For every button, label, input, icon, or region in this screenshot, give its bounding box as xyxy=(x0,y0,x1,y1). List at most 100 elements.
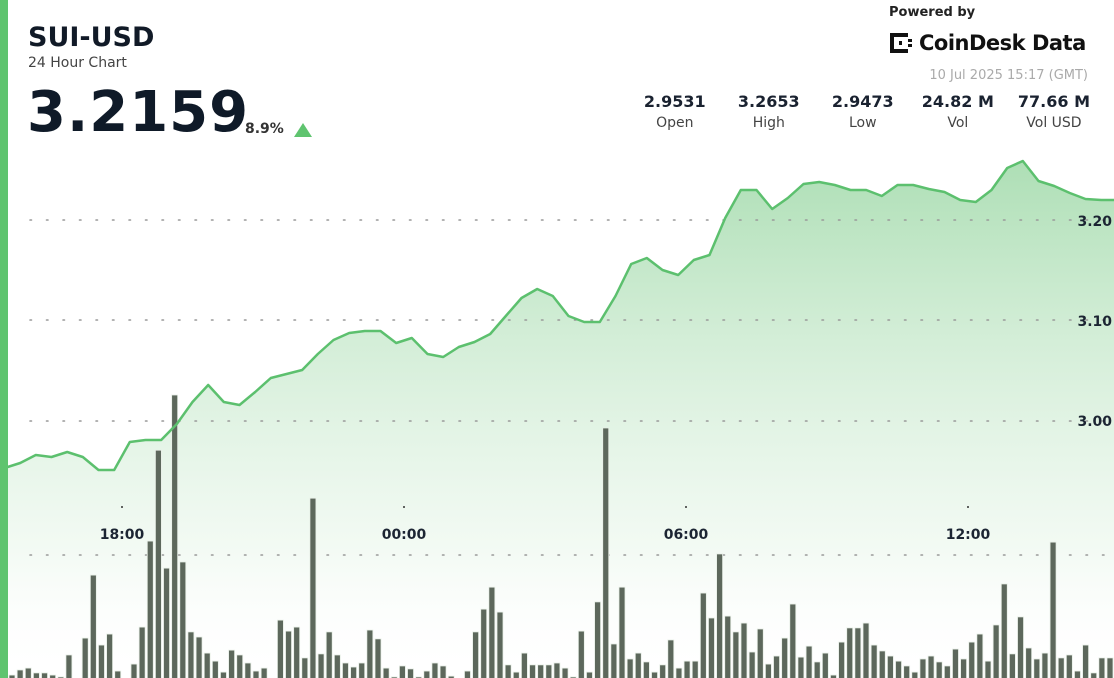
volume-bar xyxy=(260,667,268,678)
volume-bar xyxy=(472,631,480,678)
price-line xyxy=(4,159,1114,472)
volume-bar xyxy=(179,561,187,678)
stat-label: High xyxy=(752,115,785,131)
volume-bar xyxy=(952,648,959,678)
x-tick-mark xyxy=(403,506,405,508)
volume-bar xyxy=(911,671,919,678)
volume-bar xyxy=(1000,583,1008,678)
volume-bar xyxy=(716,553,723,678)
volume-bar xyxy=(1025,647,1033,678)
volume-bar xyxy=(545,664,553,678)
volume-bar xyxy=(1065,654,1073,678)
volume-bar xyxy=(114,670,122,678)
volume-bar xyxy=(781,637,789,678)
volume-bar xyxy=(935,661,943,678)
volume-bar xyxy=(398,665,406,678)
volume-bar xyxy=(366,629,374,678)
volume-bar xyxy=(740,622,748,678)
time-axis: 18:00 00:00 06:00 12:00 xyxy=(100,506,991,543)
volume-bar xyxy=(968,641,976,678)
volume-bar xyxy=(675,667,683,678)
price-area-fill xyxy=(4,161,1114,678)
volume-bar xyxy=(724,615,732,678)
volume-bar xyxy=(252,670,260,678)
stat-value: 2.9473 xyxy=(831,92,894,111)
volume-bar xyxy=(325,631,333,678)
volume-bar xyxy=(228,649,236,678)
volume-bar xyxy=(1082,644,1089,678)
volume-bar xyxy=(24,667,32,678)
volume-bar xyxy=(821,652,829,678)
volume-bar xyxy=(309,497,317,678)
volume-bar xyxy=(464,670,471,678)
price-change: 8.9% xyxy=(245,121,284,137)
volume-bar xyxy=(350,666,358,678)
volume-bar xyxy=(220,671,227,678)
volume-bar xyxy=(57,676,65,678)
brand-name: CoinDesk Data xyxy=(919,31,1086,55)
volume-bar xyxy=(976,633,984,678)
volume-bar xyxy=(41,672,48,678)
price-tick-label: 3.00 xyxy=(1077,414,1112,430)
x-tick-mark xyxy=(685,506,687,508)
price-tick-label: 3.20 xyxy=(1077,214,1112,230)
volume-bar xyxy=(301,657,309,678)
volume-bar xyxy=(651,671,658,678)
volume-bar xyxy=(1033,658,1041,678)
volume-bar xyxy=(439,665,447,678)
volume-bar xyxy=(854,627,862,678)
volume-bar xyxy=(732,631,740,678)
volume-bar xyxy=(195,636,203,678)
volume-bars xyxy=(8,394,1114,678)
volume-bar xyxy=(586,671,593,678)
volume-bar xyxy=(33,672,40,678)
volume-bar xyxy=(846,627,854,678)
volume-bar xyxy=(106,633,113,678)
current-price: 3.2159 xyxy=(27,80,250,145)
volume-bar xyxy=(431,662,439,678)
stat-low: 2.9473 Low xyxy=(828,92,898,131)
volume-bar xyxy=(919,658,927,678)
volume-bar xyxy=(1098,657,1106,678)
volume-bar xyxy=(358,662,366,678)
volume-bar xyxy=(1009,653,1016,678)
volume-bar xyxy=(293,626,301,678)
volume-bar xyxy=(838,641,845,678)
volume-bar xyxy=(659,664,667,678)
volume-bar xyxy=(154,449,162,678)
volume-bar xyxy=(171,394,179,678)
volume-bar xyxy=(415,676,423,678)
stat-label: Low xyxy=(848,115,877,131)
volume-bar xyxy=(65,654,73,678)
price-axis: 3.20 3.10 3.00 xyxy=(1077,214,1112,430)
volume-bar xyxy=(797,656,805,678)
volume-bar xyxy=(203,652,211,678)
volume-bar xyxy=(537,664,545,678)
volume-bar xyxy=(553,662,561,678)
stat-value: 24.82 M xyxy=(921,92,994,111)
volume-bar xyxy=(521,652,528,678)
volume-bar xyxy=(1090,672,1098,678)
volume-bar xyxy=(382,667,390,678)
volume-bar xyxy=(317,653,325,678)
volume-bar xyxy=(927,655,935,678)
chart-subtitle: 24 Hour Chart xyxy=(28,55,127,71)
coindesk-logo: CoinDesk Data xyxy=(889,31,1086,55)
volume-bar xyxy=(610,643,618,678)
volume-bar xyxy=(1041,652,1049,678)
volume-bar xyxy=(626,658,634,678)
volume-bar xyxy=(390,676,398,678)
volume-bar xyxy=(447,675,455,678)
stat-vol: 24.82 M Vol xyxy=(922,92,994,131)
volume-bar xyxy=(960,658,967,678)
volume-bar xyxy=(992,624,1000,678)
stat-open: 2.9531 Open xyxy=(640,92,710,131)
volume-bar xyxy=(374,638,382,678)
volume-bar xyxy=(683,660,691,678)
volume-bar xyxy=(789,603,797,678)
volume-bar xyxy=(423,670,431,678)
volume-bar xyxy=(236,654,244,678)
volume-bar xyxy=(984,660,992,678)
stats-row: 2.9531 Open 3.2653 High 2.9473 Low 24.82 M V… xyxy=(616,92,1090,131)
